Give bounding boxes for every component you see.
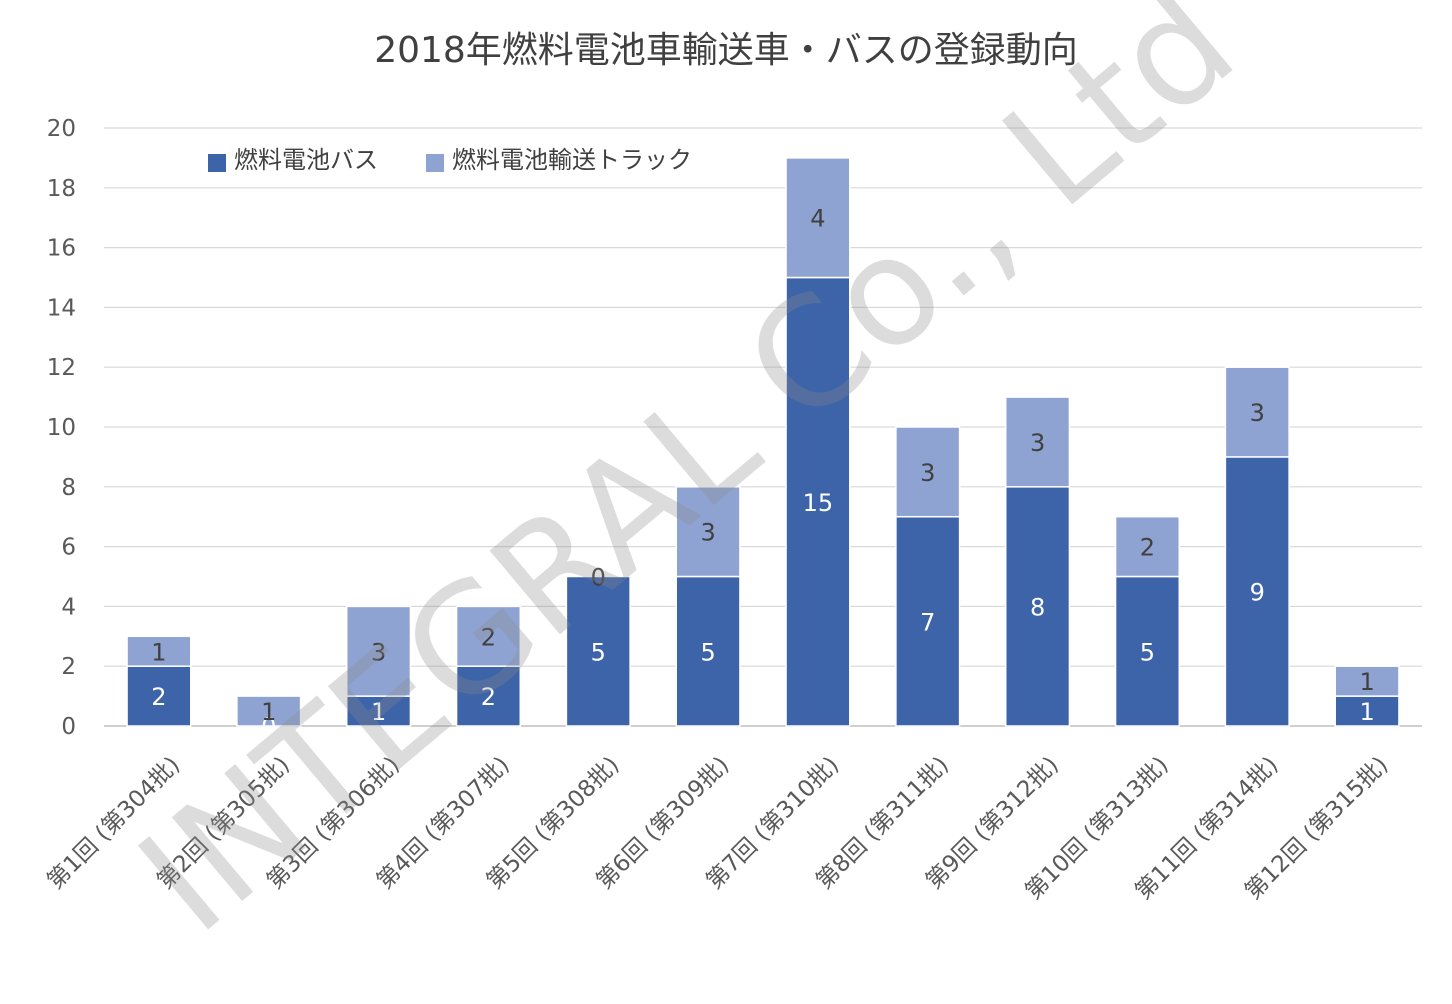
data-label: 1 [371,698,386,726]
gridlines [104,127,1422,727]
bar-segment-fuel-cell-truck [1004,396,1071,488]
legend: 燃料電池バス 燃料電池輸送トラック [208,146,692,174]
data-label: 3 [371,638,386,666]
data-label: 0 [591,564,606,592]
y-tick-label: 6 [61,535,76,561]
y-tick-label: 2 [61,654,76,680]
data-label: 2 [151,683,166,711]
y-tick-label: 20 [47,116,76,142]
bar-segment-fuel-cell-truck [455,605,522,667]
legend-label-fuel-cell-truck: 燃料電池輸送トラック [452,146,692,174]
data-label: 3 [1030,429,1045,457]
data-label: 1 [1359,668,1374,696]
data-label: 4 [810,205,825,233]
y-tick-label: 16 [47,236,76,262]
y-tick-label: 12 [47,355,76,381]
bar-segment-fuel-cell-truck [1334,665,1400,697]
data-label: 3 [700,519,715,547]
data-label: 2 [481,683,496,711]
legend-swatch-fuel-cell-truck [426,154,444,172]
data-label: 2 [1140,534,1155,562]
data-label: 1 [151,638,166,666]
bar-segment-fuel-cell-truck [1224,366,1290,458]
bar-segment-fuel-cell-truck [895,426,961,518]
bar-segment-fuel-cell-truck [675,486,741,578]
bar-segment-fuel-cell-bus [1004,486,1071,727]
y-tick-label: 14 [47,295,76,321]
data-label: 3 [1250,399,1265,427]
bar-segment-fuel-cell-bus [895,515,961,727]
data-label: 1 [261,698,276,726]
bar-segment-fuel-cell-truck [1114,515,1181,578]
legend-swatch-fuel-cell-bus [208,154,226,172]
y-tick-label: 18 [47,176,76,202]
bar-segment-fuel-cell-truck [126,635,192,667]
data-label: 3 [920,459,935,487]
bar-segment-fuel-cell-bus [126,665,192,727]
bar-segment-fuel-cell-truck [236,695,302,727]
bar-segment-fuel-cell-truck [345,605,412,697]
data-label: 9 [1250,578,1265,606]
bar-segment-fuel-cell-bus [785,276,851,727]
y-tick-label: 0 [61,714,76,740]
y-tick-label: 4 [61,594,76,620]
y-tick-label: 10 [47,415,76,441]
bar-segment-fuel-cell-bus [1224,456,1290,727]
data-label: 1 [1359,698,1374,726]
data-label: 0 [261,713,276,741]
data-label: 7 [920,608,935,636]
data-label: 5 [1140,638,1155,666]
legend-label-fuel-cell-bus: 燃料電池バス [234,146,378,174]
data-label: 2 [481,623,496,651]
data-label: 8 [1030,593,1045,621]
bar-segment-fuel-cell-bus [565,575,631,727]
bar-segment-fuel-cell-bus [345,695,412,727]
bar-segment-fuel-cell-bus [675,575,741,727]
bars [126,157,1400,727]
bar-segment-fuel-cell-truck [785,157,851,279]
data-label: 15 [803,489,834,517]
data-label: 5 [700,638,715,666]
y-tick-label: 8 [61,475,76,501]
chart-title: 2018年燃料電池車輸送車・バスの登録動向 [374,30,1078,71]
data-label: 5 [591,638,606,666]
